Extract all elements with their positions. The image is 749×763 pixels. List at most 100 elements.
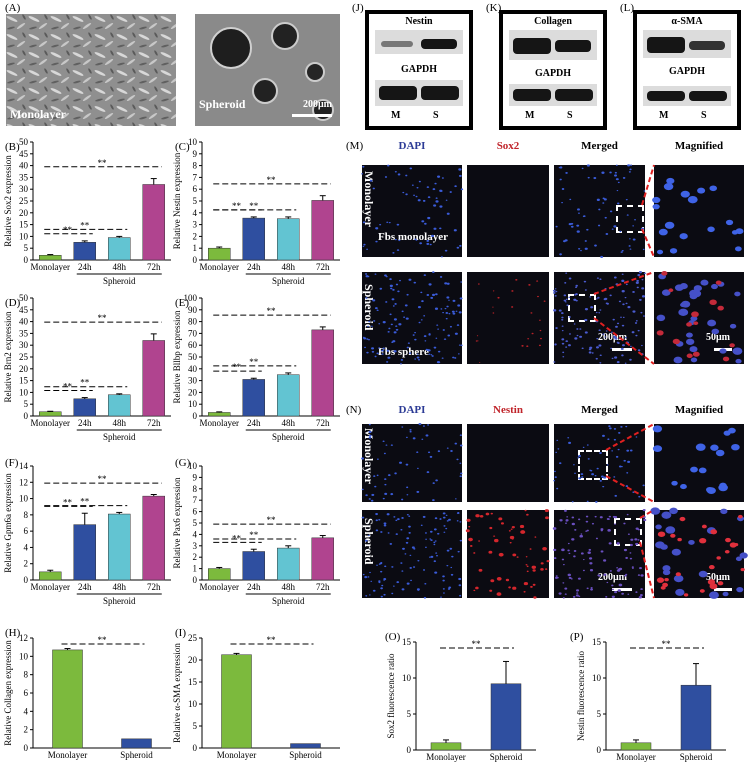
significance-mark: **: [63, 497, 73, 507]
y-tick-label: 5: [597, 709, 602, 719]
x-tick-label: 24h: [247, 582, 261, 592]
y-tick-label: 3: [193, 541, 198, 551]
bar-24h: [242, 217, 265, 261]
blot-control-label: GAPDH: [534, 68, 572, 79]
significance-mark: **: [267, 515, 277, 525]
panel-label-n: (N): [346, 404, 362, 416]
tile-magnified-monolayer: [654, 424, 744, 502]
y-tick-label: 0: [24, 575, 29, 585]
tile-merged-monolayer: [554, 165, 645, 257]
y-tick-label: 0: [193, 743, 198, 753]
significance-mark: **: [98, 635, 108, 645]
y-tick-label: 5: [24, 243, 29, 253]
y-tick-label: 8: [193, 484, 198, 494]
control-band-m: [513, 89, 551, 101]
y-tick-label: 2: [193, 231, 198, 241]
y-tick-label: 0: [597, 745, 602, 755]
x-tick-label: Spheroid: [120, 750, 153, 760]
zoom-box: [616, 205, 644, 233]
bar-monolayer: [208, 247, 231, 261]
y-tick-label: 20: [188, 655, 198, 665]
y-tick-label: 10: [19, 231, 29, 241]
if-grid-sox2: DAPI Sox2 Merged Magnified Monolayer Fbs …: [362, 140, 749, 392]
blot-target-label: Collagen: [534, 16, 572, 27]
tile-label-fbs-monolayer: Fbs monolayer: [378, 231, 448, 243]
y-tick-label: 5: [24, 399, 29, 409]
tile-marker-spheroid: [467, 272, 549, 364]
control-band-m: [647, 91, 685, 101]
x-tick-label: Spheroid: [490, 752, 523, 762]
y-tick-label: 10: [19, 651, 29, 661]
y-axis-label: Relative Collagen expression: [3, 640, 13, 746]
y-tick-label: 6: [193, 184, 198, 194]
y-tick-label: 10: [19, 387, 29, 397]
y-tick-label: 50: [19, 137, 29, 147]
panel-label-f: (F): [5, 457, 19, 469]
bar-monolayer: [620, 742, 652, 751]
tile-dapi-monolayer: Monolayer Fbs monolayer: [362, 165, 462, 257]
significance-mark: **: [80, 378, 90, 388]
x-tick-label: Monolayer: [217, 750, 257, 760]
y-axis-label: Relative Gpm6a expression: [3, 473, 13, 573]
if-header-magnified: Magnified: [674, 404, 724, 416]
zoom-box: [614, 518, 642, 546]
panel-label-j: (J): [352, 2, 364, 14]
tile-marker-monolayer: [467, 424, 549, 502]
tile-marker-spheroid: [467, 510, 549, 598]
panel-label-i: (I): [175, 627, 186, 639]
y-tick-label: 6: [193, 507, 198, 517]
x-tick-label: 72h: [316, 418, 330, 428]
x-tick-label: 72h: [147, 418, 161, 428]
y-tick-label: 15: [19, 220, 29, 230]
y-tick-label: 10: [592, 673, 602, 683]
bar-spheroid: [680, 684, 712, 751]
blot-target-label: Nestin: [405, 16, 433, 27]
y-tick-label: 45: [19, 149, 29, 159]
zoom-box: [568, 294, 596, 322]
blot-control-label: GAPDH: [400, 64, 438, 75]
y-tick-label: 25: [19, 196, 29, 206]
significance-mark: **: [267, 175, 277, 185]
y-tick-label: 0: [24, 255, 29, 265]
panel-label-h: (H): [5, 627, 21, 639]
y-tick-label: 8: [24, 670, 29, 680]
bar-72h: [142, 495, 165, 581]
y-tick-label: 20: [188, 387, 198, 397]
control-band-s: [555, 89, 593, 101]
bar-72h: [311, 537, 334, 581]
group-label: Spheroid: [103, 596, 136, 606]
panel-label-p: (P): [570, 631, 584, 643]
lane-label-s: S: [433, 110, 439, 121]
lane-label-m: M: [391, 110, 401, 121]
y-tick-label: 15: [19, 376, 29, 386]
chart-f: (F) 0 2 4 6 8 10 12 14 Relative Gpm6a expression M…: [3, 457, 171, 606]
chart-o: (O) 0 5 10 15 Sox2 fluorescence ratio Monolaye…: [385, 631, 536, 762]
x-tick-label: Monolayer: [48, 750, 88, 760]
bar-spheroid: [490, 683, 522, 751]
spheroid-scale-bar: [292, 114, 332, 117]
x-tick-label: 24h: [78, 262, 92, 272]
blot-nestin: Nestin GAPDH M S: [365, 10, 473, 130]
significance-mark: **: [232, 362, 242, 372]
bar-72h: [142, 184, 165, 261]
bar-48h: [277, 547, 300, 581]
chart-p: (P) 0 5 10 15 Nestin fluorescence ratio Monola…: [570, 631, 726, 762]
significance-mark: **: [472, 639, 482, 649]
x-tick-label: 48h: [113, 418, 127, 428]
y-axis-label: Relative Nestin expression: [172, 152, 182, 249]
y-tick-label: 8: [24, 510, 29, 520]
significance-mark: **: [63, 382, 73, 392]
x-tick-label: Spheroid: [680, 752, 713, 762]
significance-mark: **: [249, 530, 259, 540]
monolayer-cells: [6, 14, 176, 126]
blot-collagen: Collagen GAPDH M S: [499, 10, 607, 130]
y-axis-label: Relative Brn2 expression: [3, 311, 13, 402]
y-tick-label: 0: [24, 743, 29, 753]
scale-bar-200: [612, 348, 632, 351]
y-tick-label: 10: [188, 699, 198, 709]
panel-label-k: (K): [486, 2, 502, 14]
target-band-m: [513, 38, 551, 54]
if-grid-nestin: DAPI Nestin Merged Magnified Monolayer S…: [362, 404, 749, 604]
